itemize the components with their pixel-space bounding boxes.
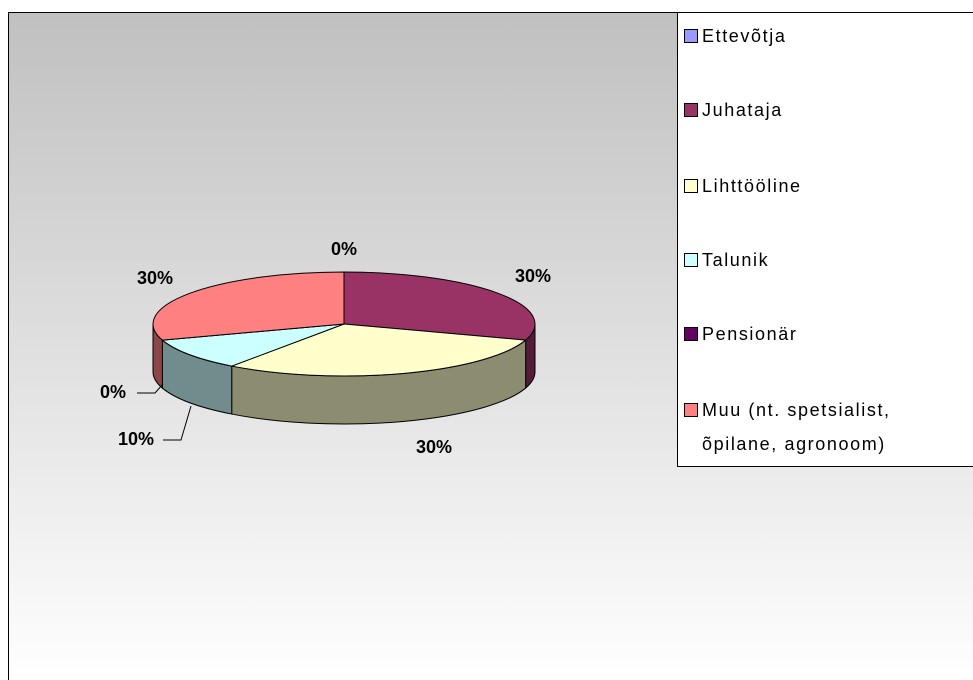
legend-swatch (684, 403, 698, 417)
legend: Ettevõtja Juhataja Lihttööline Talunik Pensi… (677, 12, 973, 467)
legend-label: Muu (nt. spetsialist, õpilane, agronoom) (702, 400, 891, 454)
legend-item: Pensionär (684, 317, 964, 351)
data-label: 0% (331, 239, 357, 259)
data-label: 30% (515, 266, 551, 286)
legend-label: Ettevõtja (702, 26, 787, 46)
legend-item: Lihttööline (684, 169, 964, 203)
legend-swatch (684, 253, 698, 267)
legend-item: Talunik (684, 243, 964, 277)
pie-slice (161, 323, 345, 367)
leader-line (137, 383, 164, 394)
legend-item: Muu (nt. spetsialist, õpilane, agronoom) (684, 393, 964, 461)
legend-label: Lihttööline (702, 176, 802, 196)
legend-label: Talunik (702, 250, 770, 270)
data-labels: 0% 30% 30% 10% 0% 30% (100, 239, 551, 457)
data-label: 0% (100, 382, 126, 402)
pie-tops (152, 271, 536, 377)
data-label: 30% (137, 268, 173, 288)
legend-item: Ettevõtja (684, 19, 964, 53)
legend-swatch (684, 179, 698, 193)
legend-swatch (684, 327, 698, 341)
leader-line (163, 405, 192, 441)
legend-label: Juhataja (702, 100, 783, 120)
pie-slice (229, 323, 527, 377)
data-label: 10% (118, 429, 154, 449)
pie-slice (152, 271, 345, 341)
legend-label: Pensionär (702, 324, 798, 344)
data-label: 30% (416, 437, 452, 457)
pie-slice (343, 271, 536, 341)
legend-swatch (684, 29, 698, 43)
legend-swatch (684, 103, 698, 117)
legend-item: Juhataja (684, 93, 964, 127)
